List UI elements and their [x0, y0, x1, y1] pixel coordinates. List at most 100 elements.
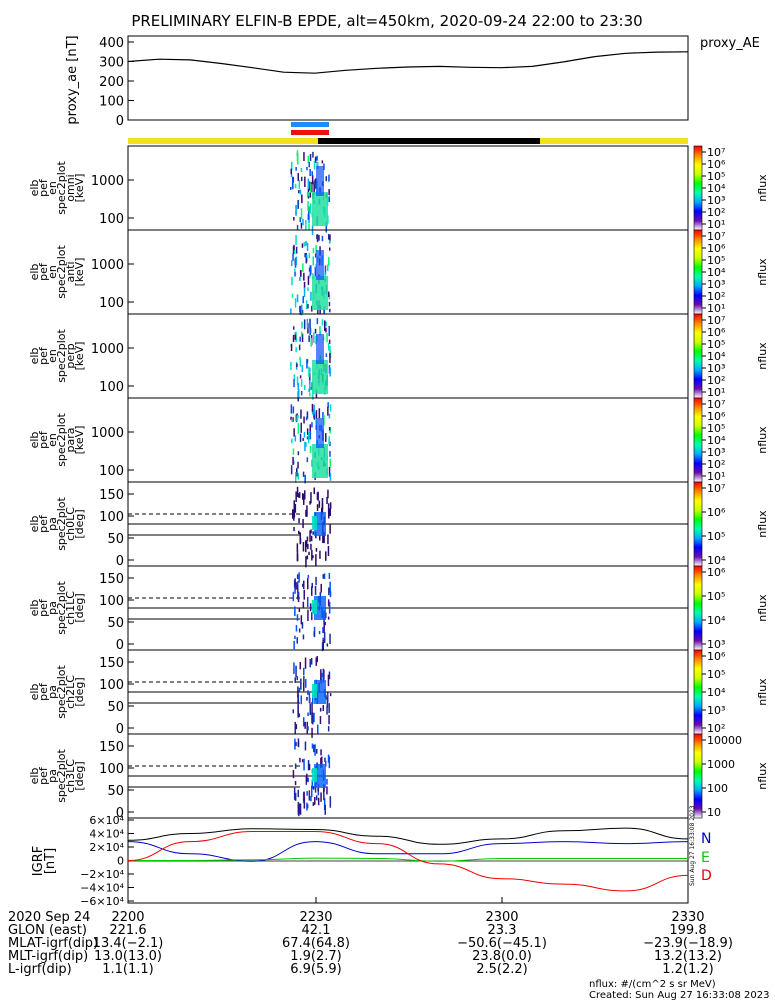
spectrogram-pixel	[328, 339, 331, 344]
spectrogram-pixel	[297, 700, 299, 712]
spectrogram-pixel	[292, 246, 295, 255]
ytick-label: 100	[99, 594, 124, 609]
spectrogram-pixel	[309, 203, 312, 214]
spectrogram-pixel	[310, 338, 312, 347]
spectrogram-pixel	[324, 272, 326, 279]
spectrogram-pixel	[295, 347, 297, 353]
spectrogram-pixel	[306, 773, 308, 782]
spectrogram-pixel	[328, 671, 331, 680]
igrf-ytick-label: −4×10⁴	[80, 882, 124, 895]
pitch-2-cb-tick-label: 10⁵	[707, 668, 725, 681]
spectrogram-pixel	[308, 215, 310, 220]
spectrogram-pixel	[292, 406, 295, 414]
spectrogram-pixel	[303, 272, 305, 281]
spectrogram-pixel	[308, 763, 311, 770]
spectrogram-pixel	[306, 318, 309, 329]
pitch-2-ylabel-1: pef	[37, 682, 50, 701]
pitch-3-cb-tick-label: 1000	[707, 758, 735, 771]
spectrogram-pixel	[303, 589, 305, 600]
spectrogram-pixel	[305, 442, 307, 447]
spectrogram-pixel	[309, 154, 312, 161]
spectrogram-pixel	[297, 689, 299, 697]
spectrogram-pixel	[311, 712, 313, 724]
pitch-3-ylabel-1: pef	[37, 766, 50, 785]
spectrogram-pixel	[327, 674, 330, 687]
spectrogram-pixel	[295, 491, 297, 503]
spectrogram-pixel	[290, 343, 293, 351]
spectrogram-pixel	[320, 757, 322, 768]
energy-0-ylabel-5: [keV]	[73, 174, 86, 203]
spectrogram-pixel	[296, 468, 298, 477]
igrf-line-n	[127, 841, 689, 862]
spectrogram-pixel	[309, 431, 312, 440]
ytick-label: 100	[99, 380, 124, 395]
pitch-1-ylabel-3: spec2plot	[55, 581, 68, 635]
spectrogram-pixel	[306, 457, 309, 463]
pitch-3-cb-tick-label: 10	[707, 806, 721, 819]
spectrogram-pixel	[329, 693, 332, 697]
spectrogram-pixel	[307, 304, 309, 309]
spectrogram-pixel	[329, 441, 331, 447]
spectrogram-pixel	[298, 190, 300, 194]
spectrogram-pixel	[315, 336, 317, 345]
igrf-ytick-label: 6×10⁴	[89, 814, 124, 827]
spectrogram-pixel	[313, 712, 315, 723]
spectrogram-pixel	[293, 510, 296, 518]
spectrogram-pixel	[308, 366, 310, 377]
spectrogram-core	[312, 360, 328, 394]
spectrogram-pixel	[296, 150, 299, 162]
spectrogram-pixel	[297, 451, 300, 456]
pitch-2-cb-tick-label: 10³	[707, 704, 725, 717]
spectrogram-pixel	[328, 291, 330, 298]
panel-frame	[127, 397, 689, 483]
spectrogram-pixel	[306, 555, 309, 560]
spectrogram-pixel	[304, 384, 306, 390]
spectrogram-pixel	[311, 702, 313, 714]
energy-0-cb-tick-label: 10¹	[707, 218, 725, 231]
spectrogram-pixel	[311, 612, 313, 621]
spectrogram-pixel	[295, 414, 298, 421]
spectrogram-pixel	[292, 448, 295, 455]
spectrogram-pixel	[311, 727, 313, 738]
spectrogram-pixel	[310, 796, 312, 802]
spectrogram-pixel	[323, 632, 326, 644]
spectrogram-pixel	[319, 535, 321, 541]
spectrogram-pixel	[293, 500, 295, 511]
ytick-label: 1000	[91, 174, 124, 189]
spectrogram-pixel	[303, 281, 306, 289]
spectrogram-pixel	[321, 235, 324, 242]
energy-3-ylabel-1: pef	[37, 430, 50, 449]
spectrogram-pixel	[328, 294, 331, 300]
energy-1-cb-tick-label: 10⁵	[707, 254, 725, 267]
pitch-0-cb-tick-label: 10⁴	[707, 554, 726, 567]
spectrogram-pixel	[312, 256, 314, 266]
spectrogram-pixel	[304, 176, 306, 188]
spectrogram-pixel	[296, 415, 298, 422]
spectrogram-pixel	[316, 656, 318, 663]
pitch-1-colorbar	[693, 565, 703, 651]
footer-value: −23.9(−18.9)	[643, 936, 733, 951]
spectrogram-pixel	[304, 490, 306, 500]
spectrogram-pixel	[305, 679, 307, 688]
spectrogram-pixel	[296, 553, 299, 562]
energy-0-ylabel-3: spec2plot	[55, 161, 68, 215]
spectrogram-pixel	[327, 406, 329, 416]
footer-label: L-igrf(dip)	[8, 962, 72, 977]
energy-1-colorbar	[693, 229, 703, 315]
spectrogram-pixel	[299, 217, 301, 223]
energy-1-ylabel-4: anti	[64, 261, 77, 282]
spectrogram-pixel	[298, 809, 300, 817]
spectrogram-pixel	[308, 335, 310, 342]
spectrogram-pixel	[294, 257, 297, 268]
spectrogram-pixel	[296, 614, 299, 621]
spectrogram-pixel	[300, 678, 302, 690]
spectrogram-pixel	[326, 697, 329, 709]
ytick-label: 150	[99, 740, 124, 755]
spectrogram-pixel	[294, 334, 297, 340]
energy-3-ylabel-5: [keV]	[73, 426, 86, 455]
spectrogram-pixel	[312, 712, 314, 725]
spectrogram-pixel	[308, 274, 311, 279]
spectrogram-pixel	[297, 696, 299, 704]
